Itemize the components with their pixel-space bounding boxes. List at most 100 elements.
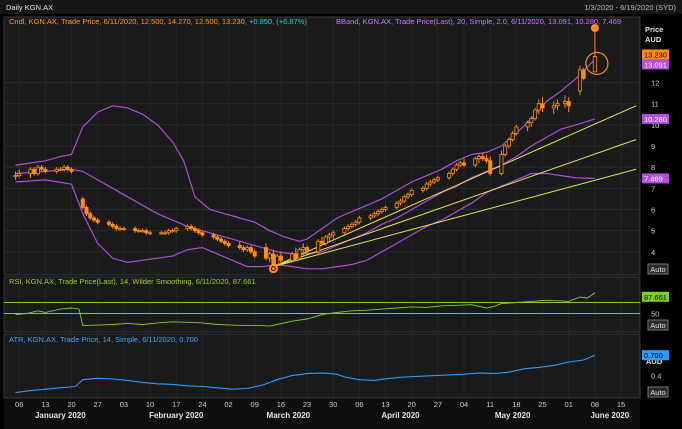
candle-body [506,139,511,147]
candle [488,156,493,176]
atr-tick-label: 0.4 [651,372,661,381]
candle [533,107,538,121]
candle [462,158,467,168]
candle-body [215,236,220,240]
candle-body [114,226,119,229]
candle-body [480,156,485,160]
candle [118,226,123,231]
candle [32,167,37,176]
candle [110,222,115,229]
candle [323,234,328,246]
candle [536,99,541,115]
candle [144,228,149,235]
price-auto-button[interactable]: Auto [647,263,669,275]
rsi-value-tag-bg [642,291,669,302]
candle-body [349,223,354,227]
candle [84,205,89,216]
bband-lower-tag-text: 7.469 [644,174,663,183]
date-tick-label: 13 [41,400,49,409]
svg-text:Auto: Auto [650,388,665,397]
candle-body [301,247,306,251]
candle [185,224,190,231]
candle-body [536,103,541,111]
atr-value-tag-text: 0.700 [644,351,663,360]
date-tick-label: 25 [538,400,546,409]
bband-lower-tag: 7.469 [642,173,669,184]
rsi-legend: RSI, KGN.AX, Trade Price(Last), 14, Wild… [9,277,256,286]
candle-body [189,226,194,229]
atr-auto-button[interactable]: Auto [647,386,669,398]
candle [555,99,560,111]
rsi-panel [3,276,641,333]
candle-body [533,109,538,119]
pivot-high-marker [590,24,599,32]
candle [301,243,306,257]
candle [174,226,179,233]
rsi-value-tag: 87.661 [642,291,669,302]
date-tick-label: 10 [146,400,154,409]
candle [484,154,489,163]
title-bar [0,0,682,14]
y-axes: 4 5 6 7 8 9 10 11 12 50 0.4 [651,79,661,381]
candle [551,101,556,115]
candle [290,251,295,263]
candle-body [267,253,272,259]
candle-body [278,255,283,261]
date-tick-label: 06 [15,400,23,409]
candle-body [462,162,467,166]
candle-body [372,213,377,217]
candle [88,211,93,221]
rsi-auto-button[interactable]: Auto [647,319,669,331]
candle [372,211,377,218]
date-tick-label: 27 [434,400,442,409]
date-tick-label: 09 [251,400,259,409]
candle [222,239,227,246]
candle [17,169,22,178]
candle-body [136,230,141,233]
candle [192,226,197,233]
candle-body [346,226,351,229]
candle-body [293,253,298,259]
price-tick-label: 10 [651,121,659,130]
candle-body [402,196,407,202]
bband-middle-tag-bg [642,113,669,124]
atr-value-tag-bg [642,350,669,361]
date-tick-label: 03 [120,400,128,409]
atr-line [15,354,596,394]
candle-body [248,247,253,253]
candle-body [398,200,403,204]
candle [189,224,194,231]
candle-body [476,156,481,160]
candle-body [454,164,459,170]
candle-body [577,69,582,92]
candle-body [13,175,18,178]
month-label: February 2020 [149,411,204,420]
date-tick-label: 04 [460,400,468,409]
candle-body [162,232,167,235]
candle [566,97,571,113]
candle-body [405,194,410,198]
candle-body [447,173,452,179]
candle-body [420,187,425,191]
candle-body [237,245,242,249]
candle-body [529,118,534,124]
candle [252,249,257,259]
month-label: April 2020 [381,411,420,420]
candle [476,154,481,163]
candle [35,165,40,176]
atr-axis-currency: AUD [646,357,663,366]
date-tick-label: 30 [329,400,337,409]
candle [331,230,336,240]
candle [278,251,283,265]
candle-body [297,249,302,259]
price-tick-label: 5 [651,227,655,236]
candle [342,226,347,235]
candle-body [222,240,227,244]
price-tick-label: 11 [651,100,659,109]
candle-body [458,162,463,166]
candle-body [118,228,123,230]
candle [319,237,324,246]
